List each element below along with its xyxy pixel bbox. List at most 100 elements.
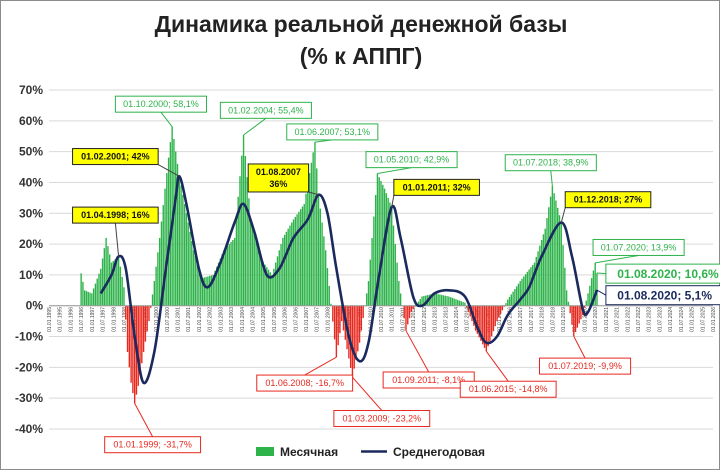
bar (217, 262, 220, 306)
bar (258, 252, 261, 306)
bar (376, 173, 379, 306)
bar (485, 305, 488, 352)
bar (255, 239, 257, 306)
annotation-box (605, 263, 720, 284)
x-tick-label: 01.01.2023 (647, 307, 653, 332)
bar (146, 305, 148, 332)
bar (323, 236, 325, 306)
bar (248, 198, 250, 306)
bar (387, 197, 389, 306)
y-tick-label: -30% (15, 391, 43, 405)
bar (414, 305, 416, 307)
bar (194, 255, 197, 306)
x-tick-label: 01.01.2013 (433, 307, 439, 332)
bar (349, 305, 352, 368)
bar (337, 305, 339, 346)
annotation-label: 01.04.1998; 16% (81, 210, 150, 220)
annotation-red: 01.06.2008; -16,7% (256, 356, 354, 392)
bar (155, 266, 157, 306)
bar (498, 305, 500, 318)
x-tick-label: 01.07.2005 (272, 307, 278, 332)
bar (230, 242, 232, 306)
bar (250, 219, 252, 306)
bar (367, 281, 370, 306)
x-tick-label: 01.07.2021 (615, 307, 621, 332)
annotation-label: 01.01.1999; -31,7% (113, 440, 192, 450)
bar (310, 162, 313, 306)
bar (544, 228, 546, 306)
x-tick-label: 01.07.2003 (229, 307, 235, 332)
bar (410, 305, 413, 312)
bar (139, 305, 141, 375)
bar (380, 181, 382, 306)
y-tick-label: -20% (15, 360, 43, 374)
bar (362, 305, 364, 319)
bar (524, 274, 527, 306)
bar (449, 297, 452, 306)
chart-subtitle: (% к АППГ) (299, 43, 423, 69)
bar (212, 274, 214, 306)
annotation-navy-big: 01.08.2020; 5,1% (596, 285, 720, 306)
bar (408, 305, 411, 319)
annotation-green: 01.02.2004; 55,4% (219, 101, 312, 136)
x-tick-label: 01.01.1998 (111, 307, 117, 332)
bar (508, 296, 511, 306)
annotation-leader (308, 191, 319, 196)
annotation-red: 01.03.2009; -23,2% (333, 376, 431, 428)
x-tick-label: 01.07.2017 (529, 307, 535, 332)
legend-label-monthly: Месячная (280, 445, 338, 459)
bar (125, 305, 127, 320)
annotation-leader (114, 223, 120, 257)
bar (324, 250, 327, 306)
annotation-box (286, 123, 379, 141)
x-tick-label: 01.01.1995 (47, 307, 53, 332)
bar (305, 193, 307, 306)
annotation-box (459, 380, 557, 398)
bar (533, 262, 536, 306)
x-tick-label: 01.07.2022 (636, 307, 642, 332)
annotation-yellow: 01.04.1998; 16% (72, 206, 159, 257)
bar (435, 293, 438, 306)
annotation-label: 01.05.2010; 42,9% (374, 155, 450, 165)
bar (200, 272, 202, 306)
bar (298, 211, 300, 306)
bar (355, 305, 357, 360)
bar (116, 257, 118, 306)
bar (189, 231, 191, 306)
x-tick-label: 01.07.2016 (508, 307, 514, 332)
bar (82, 281, 84, 306)
x-tick-label: 01.01.1996 (68, 307, 74, 332)
bar (210, 275, 213, 306)
bar (351, 305, 354, 378)
annotation-leader (596, 272, 606, 275)
bar (150, 305, 152, 308)
bar (123, 287, 125, 306)
bar (389, 202, 391, 306)
bar (148, 305, 150, 322)
bar (574, 305, 577, 332)
bar (299, 209, 302, 306)
annotation-box (592, 238, 685, 256)
annotation-box (72, 206, 159, 224)
legend-swatch-monthly (256, 447, 274, 456)
bar (137, 305, 139, 386)
annotation-yellow: 01.01.2011; 32% (391, 178, 480, 208)
bar (119, 266, 122, 306)
annotation-green: 01.07.2020; 13,9% (592, 238, 685, 264)
y-tick-label: 10% (19, 268, 43, 282)
bar (398, 281, 400, 306)
bar (198, 266, 200, 306)
chart-title: Динамика реальной денежной базы (154, 11, 568, 37)
bar (464, 302, 466, 306)
bar (590, 278, 593, 306)
bar (98, 273, 100, 306)
bar (244, 156, 247, 306)
y-tick-label: 30% (19, 206, 43, 220)
annotation-label: 01.12.2018; 27% (574, 195, 643, 205)
bar (360, 305, 363, 331)
bar (353, 305, 355, 369)
bar (339, 305, 341, 334)
bar (553, 193, 555, 306)
x-tick-label: 01.01.2008 (325, 307, 331, 332)
